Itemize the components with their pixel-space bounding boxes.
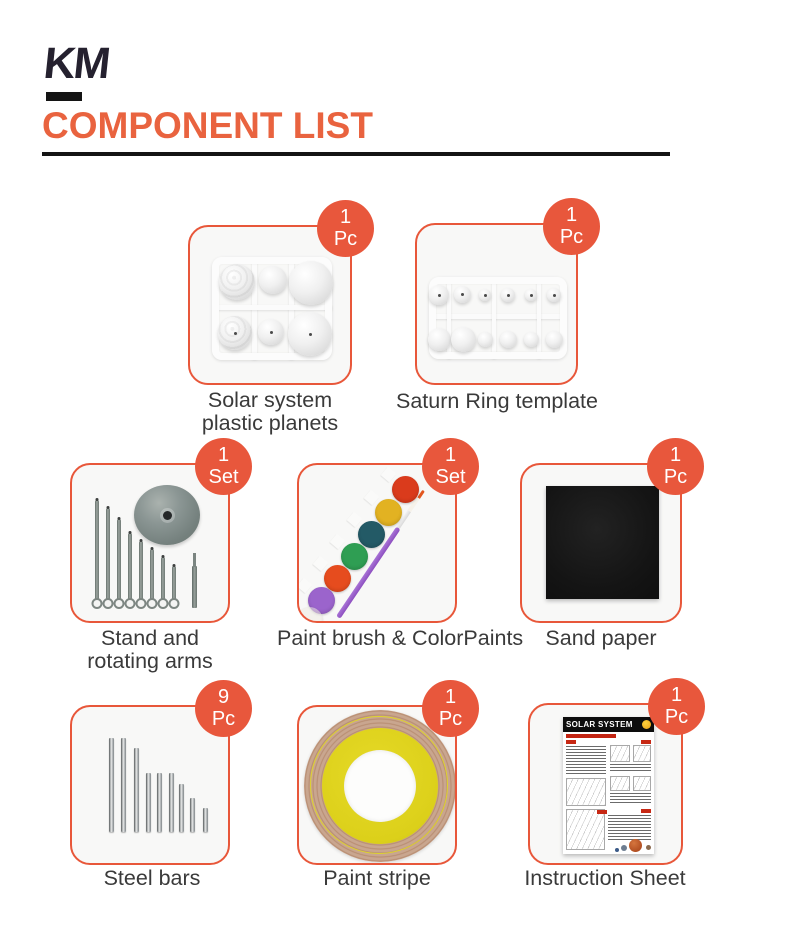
component-card-instruction-sheet: SOLAR SYSTEM [528,678,705,865]
badge-quantity: 1 [444,443,457,466]
badge-quantity: 1 [670,683,683,706]
component-card-paints: 1 Set [297,438,479,623]
instruction-sheet-image: SOLAR SYSTEM [530,705,681,863]
logo-underline-bar [46,92,82,101]
component-card-saturn-ring: 1 Pc [415,198,600,385]
component-card-steel-bars: 9 Pc [70,680,252,865]
planets-sprue-image [190,227,350,383]
component-label-planets: Solar system plastic planets [201,388,339,435]
badge-quantity: 1 [565,203,578,226]
brand-logo: KM [41,39,112,88]
component-card-paint-stripe: 1 Pc [297,680,479,865]
component-card-sandpaper: 1 Pc [520,438,704,623]
badge-unit: Pc [211,707,236,730]
quantity-badge: 1 Set [422,438,479,495]
quantity-badge: 1 Pc [543,198,600,255]
steel-bars-image [72,707,228,863]
component-label-saturn-ring: Saturn Ring template [396,389,598,413]
component-card-planets: 1 Pc [188,200,374,385]
quantity-badge: 1 Pc [422,680,479,737]
badge-quantity: 1 [669,443,682,466]
instruction-sheet-page: SOLAR SYSTEM [563,717,654,854]
sheet-planet-icon [629,839,642,852]
paint-brush-and-paints-image [299,465,455,621]
badge-unit: Pc [559,225,584,248]
sheet-planet-icon [646,845,651,850]
quantity-badge: 9 Pc [195,680,252,737]
badge-unit: Set [208,465,239,488]
sheet-header: SOLAR SYSTEM [563,717,654,732]
badge-unit: Pc [438,707,463,730]
sheet-title: SOLAR SYSTEM [566,720,633,729]
component-label-instruction-sheet: Instruction Sheet [524,866,686,890]
page-title: COMPONENT LIST [42,105,373,146]
badge-unit: Pc [664,705,689,728]
sheet-planet-icon [615,848,619,852]
sandpaper-sheet [546,486,659,599]
quantity-badge: 1 Set [195,438,252,495]
component-label-paint-stripe: Paint stripe [323,866,431,890]
stand-base-dome [134,485,200,545]
component-label-steel-bars: Steel bars [103,866,201,890]
badge-unit: Pc [333,227,358,250]
quantity-badge: 1 Pc [647,438,704,495]
sheet-logo-icon [642,720,651,729]
component-card-stand: 1 Set [70,438,252,623]
badge-unit: Set [435,465,466,488]
badge-quantity: 1 [217,443,230,466]
badge-quantity: 1 [339,205,352,228]
badge-quantity: 9 [217,685,230,708]
title-rule [42,152,670,156]
saturn-ring-sprue-image [417,225,576,383]
badge-unit: Pc [663,465,688,488]
badge-quantity: 1 [444,685,457,708]
paint-stripe-roll-image [299,707,455,863]
quantity-badge: 1 Pc [317,200,374,257]
component-label-stand: Stand and rotating arms [87,626,213,673]
quantity-badge: 1 Pc [648,678,705,735]
sand-paper-image [522,465,680,621]
component-label-paints: Paint brush & ColorPaints [277,626,524,650]
stand-and-arms-image [72,465,228,621]
component-label-sandpaper: Sand paper [545,626,657,650]
sheet-planet-icon [621,845,627,851]
